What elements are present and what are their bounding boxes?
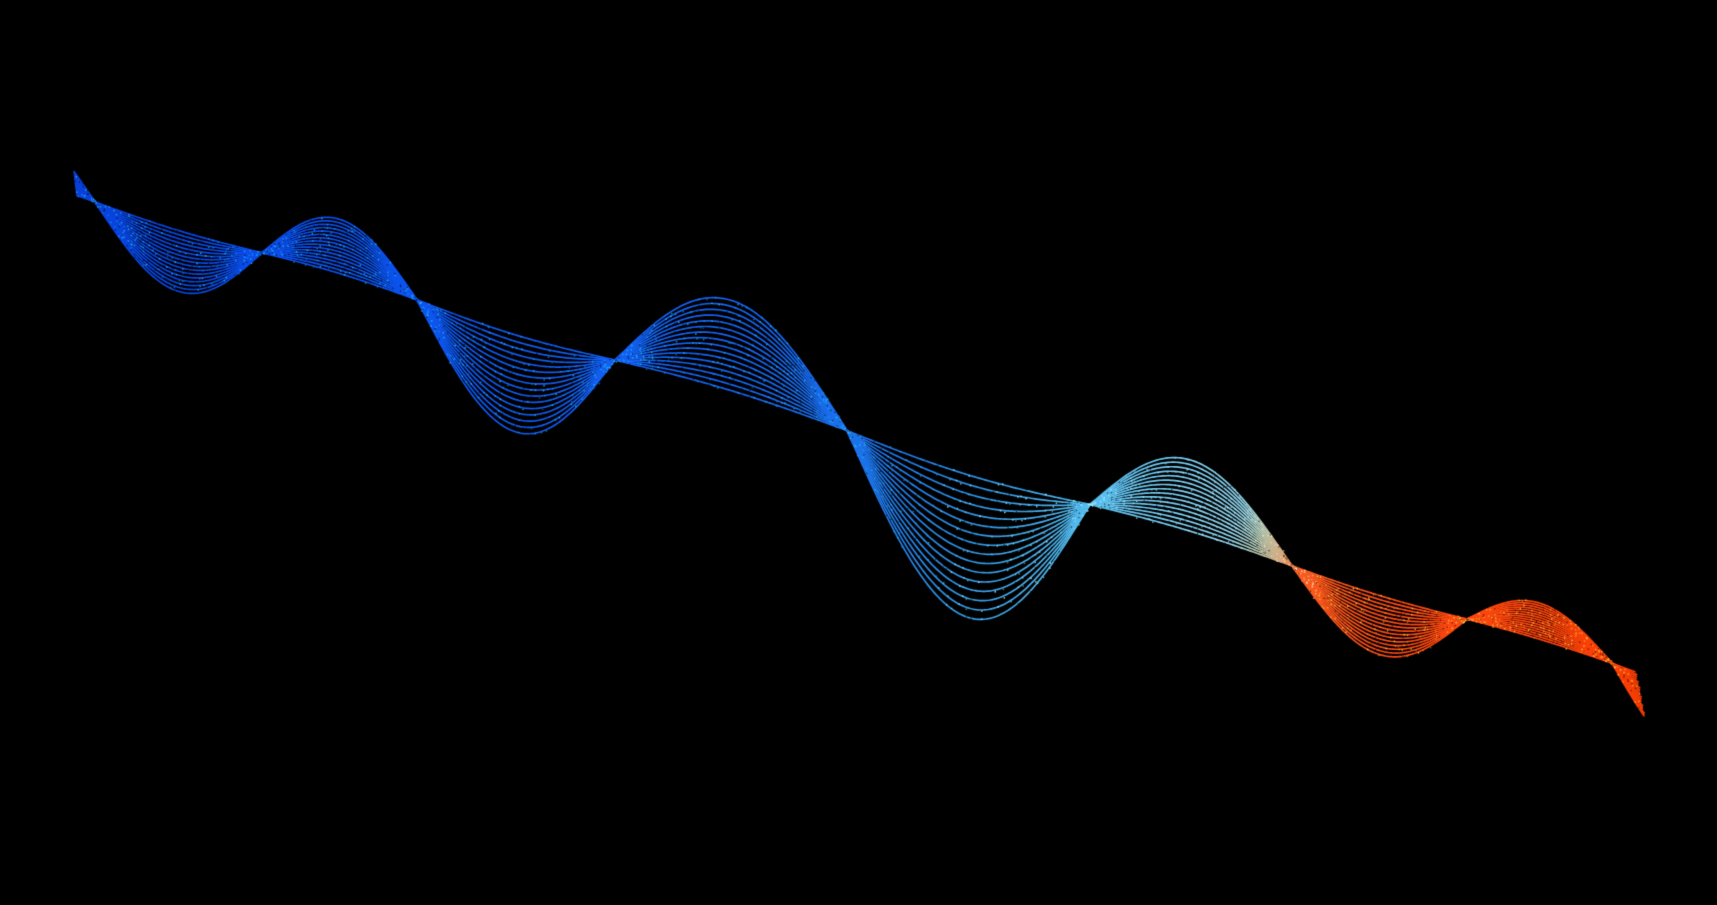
wave-ribbon-canvas	[0, 0, 1717, 905]
wave-ribbon-art	[0, 0, 1717, 905]
